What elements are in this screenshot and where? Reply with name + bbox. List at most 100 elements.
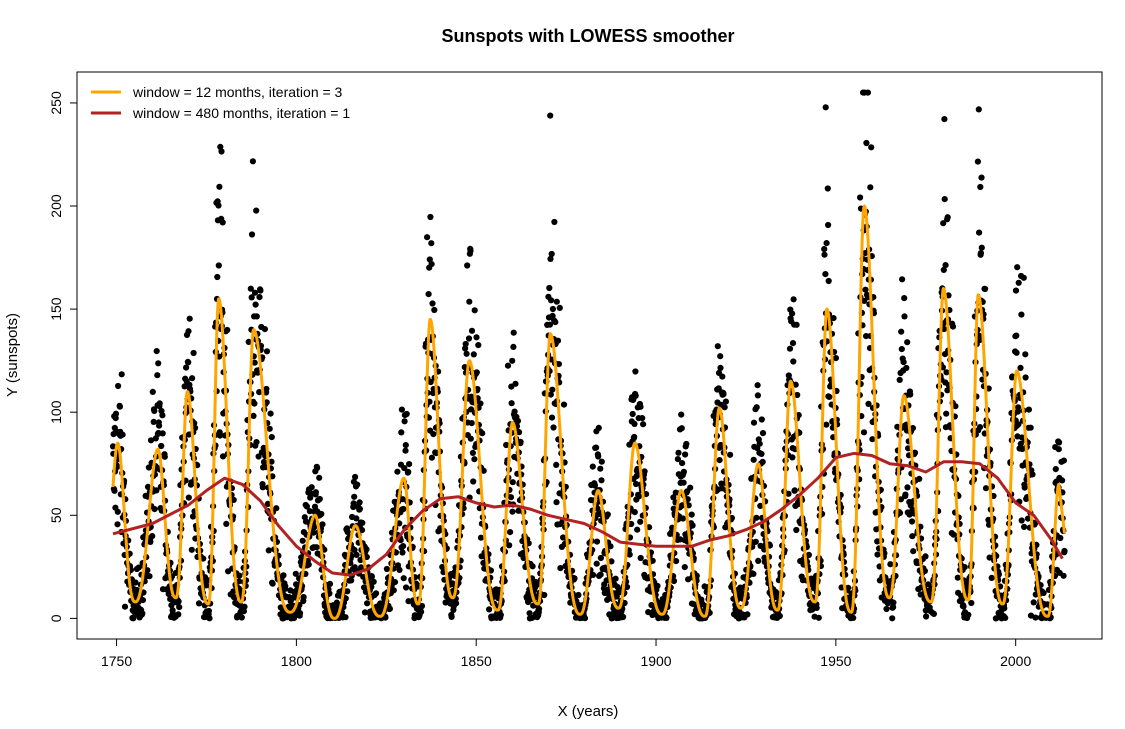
- data-point: [465, 335, 473, 342]
- data-point: [1032, 614, 1039, 621]
- data-point: [139, 597, 146, 604]
- x-tick-label: 1950: [820, 653, 851, 669]
- data-point: [257, 287, 264, 294]
- data-point: [195, 600, 203, 607]
- data-point: [898, 346, 905, 353]
- data-point: [1013, 349, 1020, 356]
- data-point: [201, 574, 209, 581]
- y-axis-label: Y (sunspots): [4, 313, 21, 397]
- data-point: [351, 493, 358, 500]
- data-point: [146, 573, 153, 580]
- data-point: [744, 611, 751, 618]
- data-point: [1018, 517, 1025, 524]
- data-point: [313, 544, 320, 551]
- data-point: [249, 158, 256, 165]
- data-point: [185, 328, 192, 335]
- data-point: [308, 484, 315, 491]
- data-point: [185, 494, 192, 501]
- data-point: [510, 329, 517, 336]
- data-point: [679, 515, 687, 522]
- data-point: [154, 372, 161, 379]
- data-point: [206, 615, 213, 622]
- data-point: [251, 400, 258, 407]
- data-point: [635, 493, 643, 500]
- x-axis: 1750 1800 1850 1900 1950 2000: [101, 638, 1031, 669]
- data-point: [954, 574, 961, 581]
- data-point: [248, 231, 256, 238]
- data-point: [607, 543, 614, 550]
- data-point: [903, 364, 910, 372]
- data-point: [268, 458, 275, 465]
- data-point: [427, 213, 434, 221]
- data-point: [248, 294, 255, 301]
- data-point: [342, 614, 349, 621]
- data-point: [218, 148, 225, 155]
- data-point: [428, 454, 435, 461]
- data-point: [910, 548, 917, 555]
- data-point: [571, 575, 578, 582]
- data-point: [1040, 589, 1047, 597]
- data-point: [753, 514, 760, 521]
- data-point: [236, 578, 243, 585]
- data-point: [400, 505, 407, 513]
- data-point: [161, 453, 168, 460]
- data-point: [398, 429, 405, 436]
- data-point: [273, 505, 280, 512]
- data-point: [256, 389, 263, 396]
- data-point: [548, 414, 556, 421]
- data-point: [1052, 466, 1059, 473]
- data-point: [241, 603, 248, 610]
- data-point: [118, 371, 125, 378]
- data-point: [675, 449, 682, 456]
- data-point: [864, 89, 872, 96]
- data-point: [758, 416, 765, 423]
- data-point: [462, 340, 469, 348]
- data-point: [976, 424, 984, 431]
- data-point: [556, 304, 563, 311]
- data-point: [721, 404, 728, 411]
- data-point: [680, 468, 688, 475]
- data-point: [373, 590, 380, 597]
- data-point: [793, 526, 800, 534]
- data-point: [553, 298, 560, 305]
- data-point: [687, 484, 694, 491]
- data-point: [215, 262, 222, 269]
- y-tick-label: 0: [48, 614, 64, 622]
- data-point: [944, 214, 951, 221]
- data-point: [581, 615, 589, 622]
- data-point: [431, 306, 438, 314]
- data-point: [280, 572, 287, 579]
- data-point: [1015, 404, 1022, 411]
- data-point: [604, 511, 611, 518]
- legend-label-short-window: window = 12 months, iteration = 3: [132, 84, 343, 100]
- data-point: [354, 481, 361, 488]
- data-point: [907, 391, 914, 398]
- data-point: [1012, 287, 1020, 294]
- data-point: [629, 410, 636, 418]
- data-point: [314, 464, 321, 472]
- data-point: [145, 464, 152, 471]
- data-point: [507, 494, 515, 501]
- data-point: [486, 606, 493, 613]
- data-point: [475, 342, 482, 349]
- data-point: [860, 429, 868, 436]
- data-point: [252, 301, 259, 308]
- data-point: [364, 600, 371, 607]
- data-point: [467, 435, 474, 442]
- x-tick-label: 1850: [461, 653, 492, 669]
- data-point: [147, 538, 154, 546]
- data-point: [509, 479, 516, 486]
- data-point: [536, 605, 543, 613]
- data-point: [1018, 311, 1025, 318]
- data-point: [192, 424, 199, 432]
- data-point: [813, 604, 820, 612]
- data-point: [253, 439, 260, 446]
- data-point: [497, 611, 504, 619]
- data-point: [722, 398, 730, 405]
- data-point: [982, 285, 989, 293]
- data-point: [504, 362, 512, 369]
- data-point: [1057, 534, 1064, 542]
- data-point: [759, 458, 766, 465]
- data-point: [759, 430, 767, 437]
- x-tick-label: 1750: [101, 653, 132, 669]
